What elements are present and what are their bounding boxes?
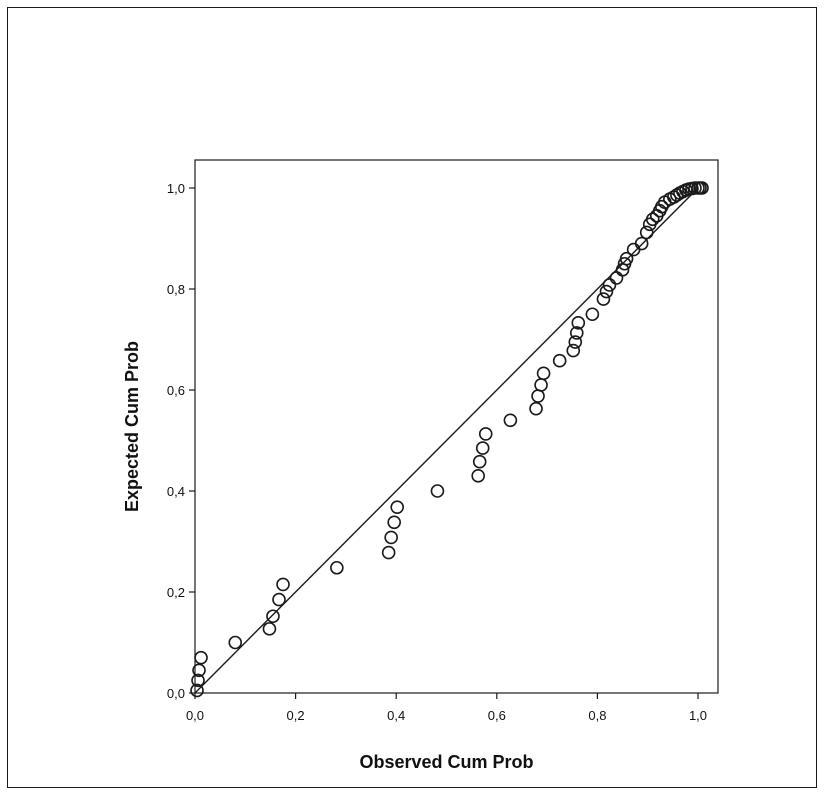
data-point <box>194 650 208 665</box>
y-tick-label: 0,2 <box>167 585 185 600</box>
data-point <box>531 389 545 403</box>
data-point <box>639 225 654 240</box>
data-point <box>471 469 485 483</box>
plot-area <box>194 159 719 694</box>
data-point <box>645 212 660 227</box>
y-tick-label: 0,6 <box>167 383 185 398</box>
data-point <box>569 326 584 340</box>
data-point <box>475 441 490 455</box>
data-point <box>634 236 649 251</box>
data-point <box>384 530 398 545</box>
data-point <box>262 622 277 636</box>
y-tick-label: 1,0 <box>167 181 185 196</box>
data-point <box>272 592 286 607</box>
y-axis-title: Expected Cum Prob <box>122 341 142 512</box>
y-tick-label: 0,4 <box>167 484 185 499</box>
data-points <box>190 181 709 698</box>
data-point <box>596 292 611 306</box>
x-tick-label: 0,6 <box>488 708 506 723</box>
data-point <box>536 366 551 381</box>
data-point <box>552 353 567 368</box>
data-point <box>695 181 709 195</box>
data-point <box>602 278 617 292</box>
data-point <box>534 378 548 392</box>
data-point <box>571 316 586 330</box>
data-point <box>609 271 624 285</box>
data-point <box>529 401 543 416</box>
plot-box <box>194 159 719 694</box>
x-tick-label: 0,8 <box>588 708 606 723</box>
data-point <box>276 577 290 592</box>
x-tick-label: 0,0 <box>186 708 204 723</box>
data-point <box>330 560 344 575</box>
data-point <box>381 545 396 560</box>
x-axis-title: Observed Cum Prob <box>359 752 533 772</box>
data-point <box>191 673 205 688</box>
x-tick-label: 0,4 <box>387 708 405 723</box>
data-point <box>228 635 243 650</box>
x-tick-label: 0,2 <box>287 708 305 723</box>
data-point <box>566 343 581 358</box>
data-point <box>390 500 405 514</box>
data-point <box>266 609 280 624</box>
y-tick-label: 0,8 <box>167 282 185 297</box>
y-tick-label: 0,0 <box>167 686 185 701</box>
data-point <box>387 515 401 530</box>
data-point <box>472 454 487 469</box>
data-point <box>192 663 206 678</box>
x-tick-label: 1,0 <box>689 708 707 723</box>
data-point <box>478 427 493 441</box>
axes: 0,0 0,2 0,4 0,6 0,8 1,0 0,0 0,2 0,4 0,6 0,8 1,0 <box>167 181 707 723</box>
data-point <box>430 484 445 498</box>
data-point <box>626 242 641 257</box>
data-point <box>599 284 614 299</box>
data-point <box>619 251 634 266</box>
data-point <box>585 307 600 322</box>
chart-frame <box>7 7 817 788</box>
data-point <box>568 335 583 349</box>
data-point <box>503 413 518 428</box>
data-point <box>190 683 204 698</box>
